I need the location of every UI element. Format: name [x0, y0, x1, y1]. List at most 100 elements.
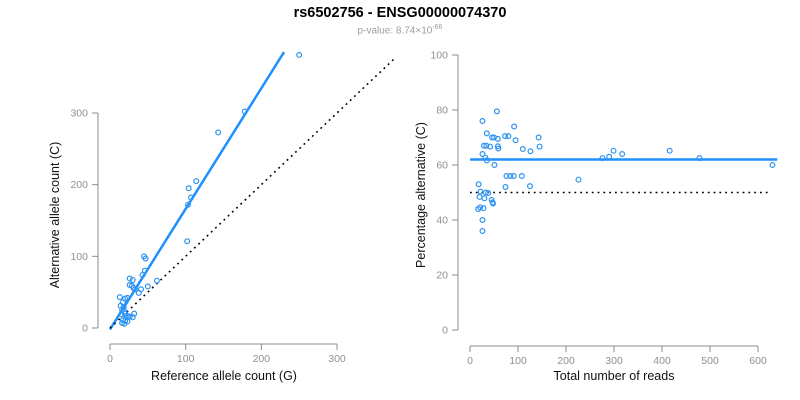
data-point: [526, 183, 533, 190]
right-yaxis-title: Percentage alternative (C): [414, 122, 428, 268]
data-point: [696, 155, 703, 162]
data-point: [536, 143, 543, 150]
data-point: [131, 286, 138, 293]
data-point: [185, 185, 192, 192]
x-tick-label: 300: [605, 355, 623, 367]
data-point: [512, 137, 519, 144]
x-tick-label: 300: [328, 353, 346, 365]
data-point: [241, 108, 248, 115]
right-xaxis-title: Total number of reads: [553, 369, 675, 383]
y-tick-label: 40: [436, 215, 448, 227]
data-point: [129, 276, 136, 283]
data-point: [487, 143, 494, 150]
data-point: [527, 148, 534, 155]
y-tick-label: 0: [442, 325, 448, 337]
data-point: [505, 133, 512, 140]
plot-title: rs6502756 - ENSG00000074370: [293, 5, 507, 21]
x-tick-label: 100: [177, 353, 195, 365]
x-tick-label: 200: [557, 355, 575, 367]
data-point: [495, 145, 502, 152]
right-plot: 0 20 40 60 80 100 0 100 200 300 400 500 600: [430, 50, 778, 368]
data-point: [476, 193, 483, 200]
data-point: [116, 294, 123, 301]
data-point: [507, 173, 514, 180]
data-point: [483, 130, 490, 137]
data-point: [138, 286, 145, 293]
data-point: [666, 147, 673, 154]
data-point: [511, 123, 518, 130]
y-tick-label: 0: [82, 323, 88, 335]
data-point: [490, 200, 497, 207]
data-point: [479, 217, 486, 224]
left-yaxis-title: Alternative allele count (C): [48, 141, 62, 289]
data-point: [575, 176, 582, 183]
identity-line: [109, 58, 395, 329]
data-point: [153, 277, 160, 284]
data-point: [144, 283, 151, 290]
data-point: [126, 281, 133, 288]
pvalue-exponent: -66: [432, 24, 443, 31]
data-point: [184, 238, 191, 245]
data-point: [502, 133, 509, 140]
data-point: [124, 294, 131, 301]
y-tick-label: 100: [430, 50, 448, 62]
x-tick-label: 0: [467, 355, 473, 367]
data-point: [491, 162, 498, 169]
data-point: [519, 146, 526, 153]
data-point: [479, 151, 486, 158]
data-point: [482, 189, 489, 196]
data-point: [535, 134, 542, 141]
data-point: [619, 151, 626, 158]
x-tick-label: 0: [107, 353, 113, 365]
right-plot-axes: [452, 54, 759, 352]
data-point: [481, 195, 488, 202]
right-plot-points: [475, 108, 776, 235]
data-point: [130, 284, 137, 291]
data-point: [187, 194, 194, 201]
data-point: [489, 134, 496, 141]
x-tick-label: 500: [701, 355, 719, 367]
data-point: [610, 147, 617, 154]
x-tick-label: 600: [749, 355, 767, 367]
y-tick-label: 300: [70, 107, 88, 119]
left-plot-points: [116, 51, 303, 327]
data-point: [502, 184, 509, 191]
data-point: [483, 157, 490, 164]
data-point: [215, 129, 222, 136]
y-tick-label: 80: [436, 105, 448, 117]
data-point: [126, 275, 133, 282]
y-tick-label: 100: [70, 251, 88, 263]
y-tick-label: 200: [70, 179, 88, 191]
data-point: [475, 181, 482, 188]
data-point: [503, 173, 510, 180]
data-point: [142, 255, 149, 262]
data-point: [510, 173, 517, 180]
data-point: [131, 310, 138, 317]
data-point: [126, 313, 133, 320]
data-point: [599, 155, 606, 162]
data-point: [139, 271, 146, 278]
data-point: [480, 205, 487, 212]
data-point: [479, 117, 486, 124]
data-point: [769, 162, 776, 169]
data-point: [483, 142, 490, 149]
left-plot-axes: [92, 112, 338, 350]
data-point: [494, 135, 501, 142]
data-point: [121, 320, 128, 327]
right-plot-tick-labels: 0 20 40 60 80 100 0 100 200 300 400 500 600: [430, 50, 766, 368]
y-tick-label: 20: [436, 270, 448, 282]
pvalue-text: p-value: 8.74×10: [357, 25, 433, 37]
x-tick-label: 100: [509, 355, 527, 367]
left-xaxis-title: Reference allele count (G): [151, 369, 297, 383]
data-point: [518, 173, 525, 180]
plot-subtitle: p-value: 8.74×10-66: [0, 24, 800, 36]
data-point: [184, 201, 191, 208]
data-point: [118, 311, 125, 318]
data-point: [479, 228, 486, 235]
fit-line: [108, 51, 286, 331]
left-plot: 0 100 200 300 0 100 200 300: [70, 51, 395, 365]
data-point: [485, 190, 492, 197]
data-point: [606, 153, 613, 160]
data-point: [296, 51, 303, 58]
